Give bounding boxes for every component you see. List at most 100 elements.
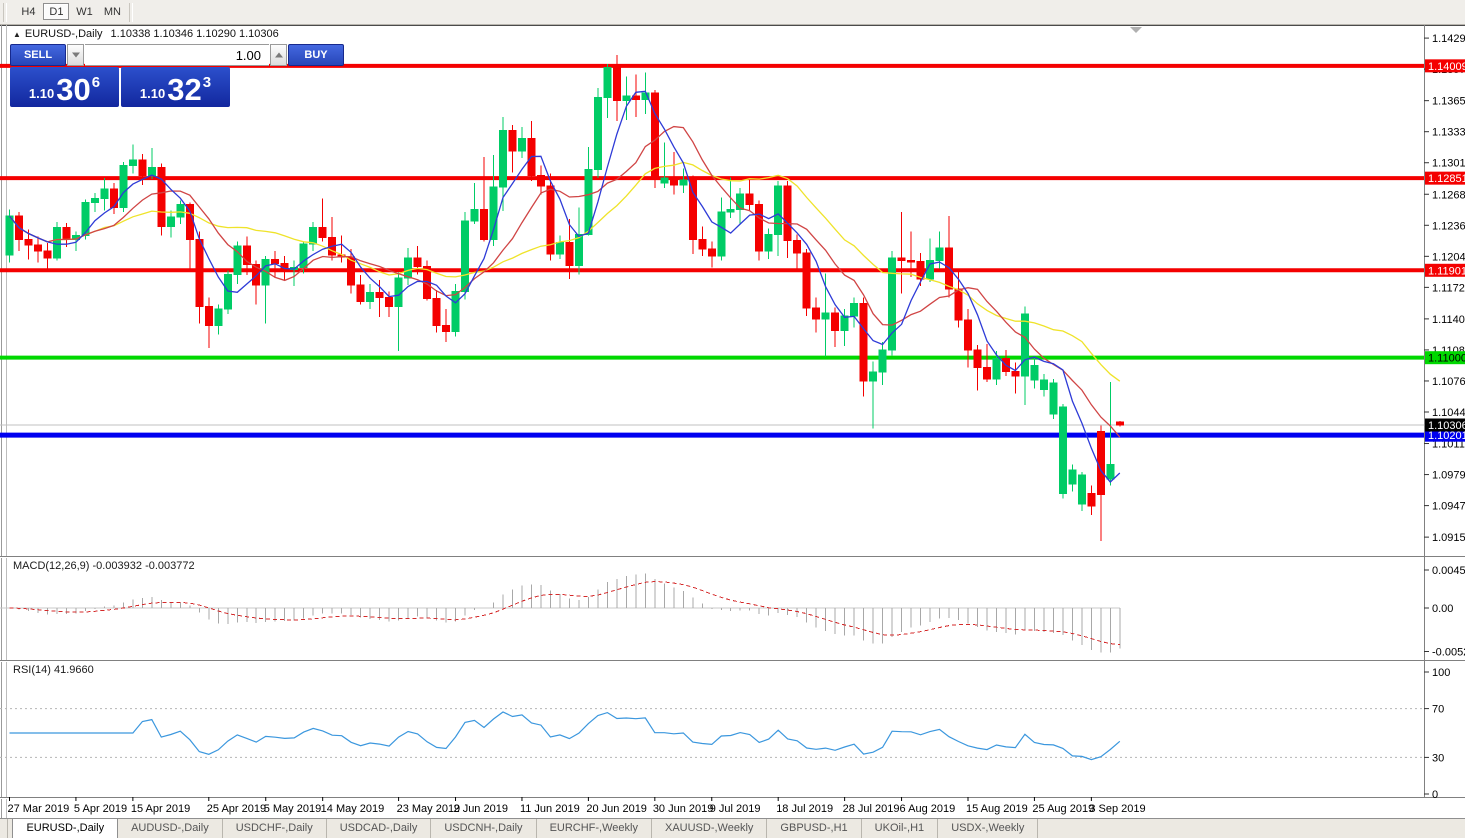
svg-text:1.10201: 1.10201 [1428,430,1465,442]
chart-tab-bar: EURUSD-,Daily AUDUSD-,Daily USDCHF-,Daily U… [0,818,1465,838]
collapse-triangle-icon[interactable]: ▲ [13,30,21,39]
svg-text:27 Mar 2019: 27 Mar 2019 [8,803,70,815]
price-axis-label: 1.10306 [1425,418,1465,432]
price-axis-label: 1.12851 [1425,171,1465,185]
ohlc-values: 1.10338 1.10346 1.10290 1.10306 [110,28,279,40]
svg-text:1.09150: 1.09150 [1432,532,1465,544]
svg-text:9 Jul 2019: 9 Jul 2019 [710,803,761,815]
svg-text:70: 70 [1432,704,1444,716]
volume-increase-button[interactable] [270,44,287,66]
svg-text:1.11901: 1.11901 [1428,265,1465,277]
date-axis: 27 Mar 2019 5 Apr 2019 15 Apr 2019 25 Apr 2… [8,797,1146,815]
svg-text:1.12685: 1.12685 [1432,189,1465,201]
moving-average-21 [8,161,1121,382]
svg-text:18 Jul 2019: 18 Jul 2019 [776,803,833,815]
svg-text:25 Aug 2019: 25 Aug 2019 [1032,803,1094,815]
sell-button[interactable]: SELL [10,44,66,66]
svg-text:1.12045: 1.12045 [1432,251,1465,263]
svg-text:1.10306: 1.10306 [1428,420,1465,432]
timeframe-button-h4[interactable]: H4 [15,3,41,20]
svg-text:1.13650: 1.13650 [1432,96,1465,108]
macd-label: MACD(12,26,9) -0.003932 -0.003772 [13,560,195,572]
svg-text:1.14009: 1.14009 [1428,61,1465,73]
triangle-up-icon [274,52,283,58]
svg-text:1.12365: 1.12365 [1432,220,1465,232]
macd-panel: 0.004536 0.00 -0.005205 [0,565,1465,659]
tab-eurusd-daily[interactable]: EURUSD-,Daily [12,819,119,838]
toolbar-separator [3,3,7,22]
svg-text:0.004536: 0.004536 [1432,565,1465,577]
volume-input[interactable] [85,44,269,66]
price-axis-label: 1.11000 [1425,351,1465,365]
timeframe-button-d1[interactable]: D1 [43,3,70,20]
svg-text:1.10440: 1.10440 [1432,407,1465,419]
svg-text:20 Jun 2019: 20 Jun 2019 [586,803,647,815]
svg-text:30 Jun 2019: 30 Jun 2019 [653,803,714,815]
svg-text:0: 0 [1432,789,1438,801]
buy-button[interactable]: BUY [288,44,344,66]
sell-price-display[interactable]: 1.10 30 6 [10,67,119,107]
toolbar-separator [129,3,134,22]
price-axis-label: 1.14009 [1425,59,1465,73]
buy-price-prefix: 1.10 [139,86,166,101]
rsi-panel: 100 70 30 0 [0,667,1450,801]
chart-shift-marker-icon [1130,27,1142,33]
svg-text:5 May 2019: 5 May 2019 [264,803,321,815]
svg-text:1.11000: 1.11000 [1428,353,1465,365]
tab-eurchf-weekly[interactable]: EURCHF-,Weekly [537,819,652,838]
svg-text:30: 30 [1432,752,1444,764]
svg-text:1.09475: 1.09475 [1432,501,1465,513]
svg-text:100: 100 [1432,667,1450,679]
sell-price-big-digits: 30 [56,72,91,107]
price-axis: 1.142951.139751.136501.133301.130101.126… [1424,33,1465,544]
timeframe-toolbar: H4 D1 W1 MN [0,0,1465,25]
tab-ukoil-h1[interactable]: UKOil-,H1 [862,819,939,838]
svg-text:1.11400: 1.11400 [1432,314,1465,326]
svg-text:3 Sep 2019: 3 Sep 2019 [1089,803,1145,815]
symbol-label: EURUSD-,Daily [24,28,103,40]
tab-bar-stub [0,819,8,838]
moving-average-5 [8,90,1121,483]
svg-text:14 May 2019: 14 May 2019 [321,803,385,815]
candlesticks [5,55,1124,542]
svg-text:1.13010: 1.13010 [1432,158,1465,170]
svg-text:25 Apr 2019: 25 Apr 2019 [207,803,266,815]
svg-text:1.13330: 1.13330 [1432,127,1465,139]
timeframe-button-w1[interactable]: W1 [71,3,97,20]
tab-usdchf-daily[interactable]: USDCHF-,Daily [223,819,327,838]
buy-price-pip: 3 [202,74,212,91]
tab-audusd-daily[interactable]: AUDUSD-,Daily [118,819,223,838]
svg-text:23 May 2019: 23 May 2019 [397,803,461,815]
chart-frame [0,25,1465,818]
svg-text:0.00: 0.00 [1432,603,1453,615]
timeframe-button-mn[interactable]: MN [99,3,125,20]
price-axis-label: 1.10201 [1425,428,1465,442]
svg-text:1.11725: 1.11725 [1432,282,1465,294]
tab-gbpusd-h1[interactable]: GBPUSD-,H1 [767,819,862,838]
tab-usdx-weekly[interactable]: USDX-,Weekly [938,819,1039,838]
svg-text:1.10760: 1.10760 [1432,376,1465,388]
macd-signal-line [9,581,1120,646]
price-axis-label: 1.11901 [1425,263,1465,277]
tab-xauusd-weekly[interactable]: XAUUSD-,Weekly [652,819,768,838]
svg-text:1.09795: 1.09795 [1432,470,1465,482]
svg-text:-0.005205: -0.005205 [1432,647,1465,659]
one-click-trading-panel: SELL BUY 1.10 30 6 1.10 32 3 [10,44,344,107]
tab-usdcad-daily[interactable]: USDCAD-,Daily [327,819,432,838]
sell-price-pip: 6 [91,74,101,91]
svg-text:11 Jun 2019: 11 Jun 2019 [520,803,580,815]
svg-text:5 Apr 2019: 5 Apr 2019 [74,803,127,815]
moving-average-10 [8,125,1121,438]
chart-canvas[interactable]: 1.142951.139751.136501.133301.130101.126… [0,25,1465,818]
svg-text:28 Jul 2019: 28 Jul 2019 [843,803,900,815]
volume-decrease-button[interactable] [67,44,84,66]
svg-text:2 Jun 2019: 2 Jun 2019 [454,803,508,815]
tab-usdcnh-daily[interactable]: USDCNH-,Daily [431,819,537,838]
triangle-down-icon [71,52,80,58]
buy-price-display[interactable]: 1.10 32 3 [121,67,230,107]
buy-price-big-digits: 32 [167,72,202,107]
svg-text:15 Aug 2019: 15 Aug 2019 [966,803,1028,815]
rsi-label: RSI(14) 41.9660 [13,664,94,676]
svg-text:1.14295: 1.14295 [1432,33,1465,45]
